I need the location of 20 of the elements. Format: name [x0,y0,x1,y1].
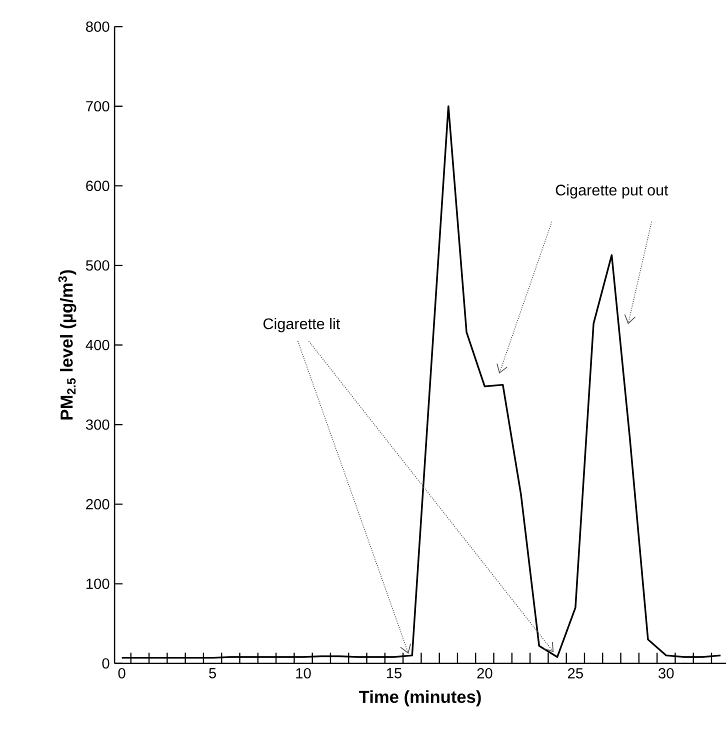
annotation: Cigarette put out [556,184,668,199]
x-tick-label: 0 [118,668,126,678]
y-tick-label: 0 [102,658,110,669]
y-tick-label: 800 [86,21,110,32]
y-tick-label: 300 [86,419,110,430]
x-tick-label: 25 [568,668,583,678]
x-tick-label: 5 [209,668,216,678]
x-tick-label: 20 [477,668,492,678]
y-tick-label: 600 [86,180,110,192]
y-tick-label: 100 [86,578,110,589]
y-tick-label: 400 [86,340,110,350]
text: PM$_{2.5}$ level (µg/m$^{3}$) [58,270,76,420]
x-tick-label: 30 [658,668,674,678]
y-tick-label: 500 [86,260,110,271]
y-tick-label: 200 [86,499,110,510]
x-tick-label: 10 [296,668,311,678]
x-tick-label: 15 [386,668,402,678]
y-tick-label: 700 [86,101,110,112]
annotation: Cigarette lit [263,318,340,332]
x-axis-title: Time (minutes) [359,690,481,706]
